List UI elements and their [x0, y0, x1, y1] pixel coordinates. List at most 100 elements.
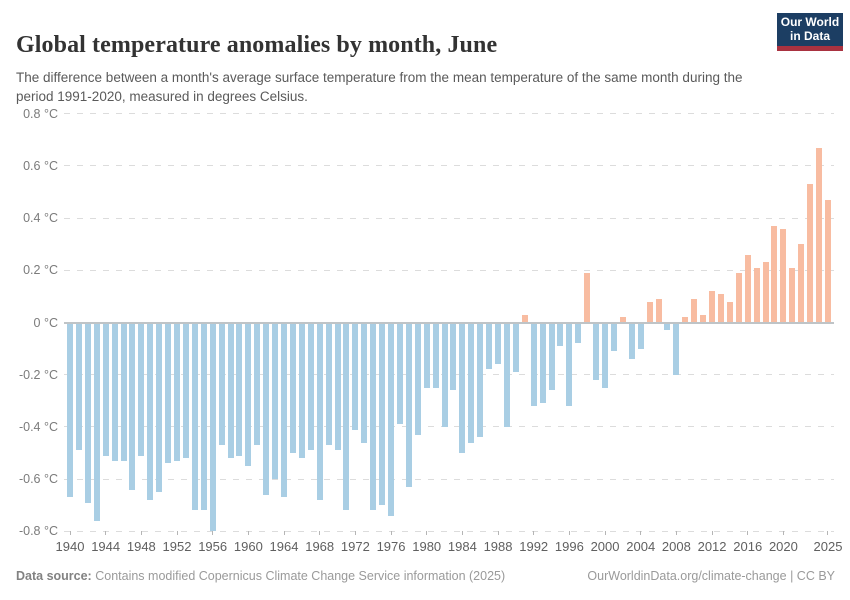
bar-1977[interactable]: [396, 322, 403, 425]
bar-2000[interactable]: [602, 322, 609, 388]
bar-1974[interactable]: [370, 322, 377, 511]
bar-2018[interactable]: [762, 262, 769, 323]
owid-logo[interactable]: Our World in Data: [777, 13, 843, 51]
bar-1969[interactable]: [325, 322, 332, 446]
bar-1996[interactable]: [566, 322, 573, 407]
bar-1970[interactable]: [334, 322, 341, 451]
bar-2019[interactable]: [771, 225, 778, 323]
bar-1957[interactable]: [218, 322, 225, 446]
bar-1976[interactable]: [388, 322, 395, 516]
bar-2011[interactable]: [700, 314, 707, 323]
bar-1990[interactable]: [512, 322, 519, 373]
bar-1964[interactable]: [281, 322, 288, 498]
x-axis-tick: [247, 531, 249, 535]
bar-1947[interactable]: [129, 322, 136, 490]
bar-2016[interactable]: [744, 254, 751, 323]
bar-1988[interactable]: [495, 322, 502, 365]
bar-1948[interactable]: [138, 322, 145, 456]
bar-2022[interactable]: [798, 244, 805, 323]
bar-1960[interactable]: [245, 322, 252, 467]
bar-1967[interactable]: [307, 322, 314, 451]
bar-2006[interactable]: [655, 299, 662, 323]
bar-1951[interactable]: [165, 322, 172, 464]
bar-1950[interactable]: [156, 322, 163, 493]
bar-1999[interactable]: [593, 322, 600, 380]
bar-2021[interactable]: [789, 267, 796, 323]
bar-2007[interactable]: [664, 322, 671, 331]
bar-2010[interactable]: [691, 299, 698, 323]
bar-1997[interactable]: [575, 322, 582, 344]
bar-1993[interactable]: [539, 322, 546, 404]
bar-1945[interactable]: [111, 322, 118, 461]
bar-1944[interactable]: [102, 322, 109, 456]
bar-1992[interactable]: [530, 322, 537, 407]
bar-1971[interactable]: [343, 322, 350, 511]
bar-1984[interactable]: [459, 322, 466, 453]
bar-1953[interactable]: [182, 322, 189, 459]
y-axis-label: -0.6 °C: [18, 472, 58, 487]
bar-1965[interactable]: [289, 322, 296, 453]
x-axis-label: 2025: [813, 539, 843, 554]
x-axis-label: 2012: [697, 539, 727, 554]
bar-1975[interactable]: [379, 322, 386, 506]
bar-2014[interactable]: [726, 301, 733, 323]
x-axis-label: 2008: [661, 539, 691, 554]
x-axis-tick: [533, 531, 535, 535]
bar-1942[interactable]: [84, 322, 91, 503]
bar-2002[interactable]: [619, 317, 626, 323]
bar-1980[interactable]: [423, 322, 430, 388]
bar-2025[interactable]: [824, 199, 831, 323]
bar-1972[interactable]: [352, 322, 359, 430]
bar-2017[interactable]: [753, 267, 760, 323]
bar-2009[interactable]: [682, 317, 689, 323]
bar-1956[interactable]: [209, 322, 216, 532]
bar-1968[interactable]: [316, 322, 323, 500]
bar-1962[interactable]: [263, 322, 270, 495]
bar-1978[interactable]: [405, 322, 412, 487]
bar-1940[interactable]: [67, 322, 73, 498]
bar-1952[interactable]: [174, 322, 180, 461]
bar-1955[interactable]: [200, 322, 207, 511]
bar-2005[interactable]: [646, 301, 653, 323]
bar-2020[interactable]: [780, 228, 787, 323]
x-axis-tick: [711, 531, 713, 535]
bar-1989[interactable]: [503, 322, 510, 427]
bar-2023[interactable]: [807, 184, 814, 323]
bar-1987[interactable]: [486, 322, 493, 370]
x-axis-label: 2016: [733, 539, 763, 554]
bar-1958[interactable]: [227, 322, 234, 459]
bar-1949[interactable]: [147, 322, 154, 500]
bar-1998[interactable]: [584, 272, 591, 323]
x-axis-tick: [604, 531, 606, 535]
bar-1979[interactable]: [414, 322, 421, 435]
bar-2008[interactable]: [673, 322, 680, 375]
bar-2015[interactable]: [735, 272, 742, 323]
gridline: [64, 165, 834, 167]
bar-1943[interactable]: [93, 322, 100, 521]
bar-1983[interactable]: [450, 322, 457, 391]
bar-1994[interactable]: [548, 322, 555, 391]
bar-1941[interactable]: [75, 322, 82, 451]
bar-1959[interactable]: [236, 322, 243, 456]
bar-1963[interactable]: [272, 322, 279, 480]
bar-2004[interactable]: [637, 322, 644, 349]
bar-2012[interactable]: [709, 291, 716, 323]
bar-1982[interactable]: [441, 322, 448, 427]
x-axis-label: 1976: [376, 539, 406, 554]
bar-2001[interactable]: [610, 322, 617, 352]
bar-1973[interactable]: [361, 322, 368, 443]
bar-1946[interactable]: [120, 322, 127, 461]
bar-1954[interactable]: [191, 322, 198, 511]
bar-2024[interactable]: [816, 147, 823, 323]
bar-2013[interactable]: [717, 293, 724, 323]
bar-1995[interactable]: [557, 322, 564, 346]
x-axis-label: 1992: [519, 539, 549, 554]
bar-1985[interactable]: [468, 322, 475, 443]
bar-1991[interactable]: [521, 314, 528, 323]
bar-1981[interactable]: [432, 322, 439, 388]
bar-2003[interactable]: [628, 322, 635, 360]
bar-1986[interactable]: [477, 322, 484, 438]
bar-1966[interactable]: [298, 322, 305, 459]
bar-1961[interactable]: [254, 322, 261, 446]
owid-link[interactable]: OurWorldinData.org/climate-change: [587, 569, 787, 583]
